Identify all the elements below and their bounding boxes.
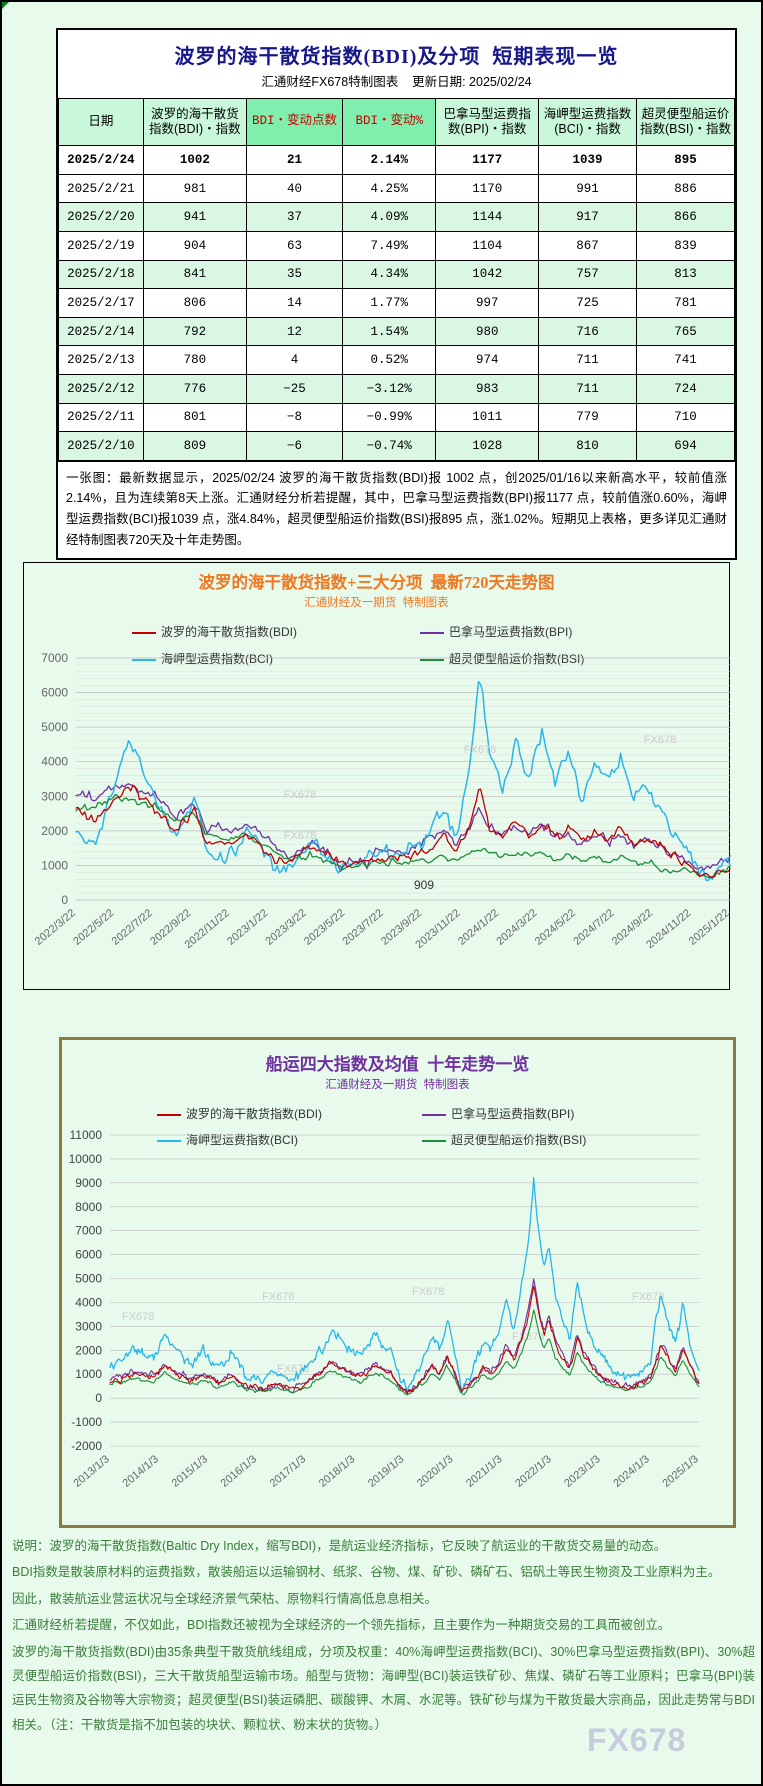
svg-text:7000: 7000 bbox=[75, 1224, 102, 1238]
svg-text:2023/5/22: 2023/5/22 bbox=[302, 907, 347, 948]
svg-text:2020/1/3: 2020/1/3 bbox=[415, 1453, 456, 1490]
svg-text:2024/7/22: 2024/7/22 bbox=[571, 907, 616, 948]
svg-text:3000: 3000 bbox=[41, 789, 68, 803]
svg-text:2022/1/3: 2022/1/3 bbox=[513, 1453, 554, 1490]
svg-text:FX678: FX678 bbox=[284, 830, 316, 842]
svg-text:3000: 3000 bbox=[75, 1319, 102, 1333]
svg-text:2017/1/3: 2017/1/3 bbox=[268, 1453, 309, 1490]
svg-text:2022/5/22: 2022/5/22 bbox=[71, 907, 116, 948]
svg-text:7000: 7000 bbox=[41, 651, 68, 665]
svg-text:2015/1/3: 2015/1/3 bbox=[170, 1453, 211, 1490]
svg-text:FX678: FX678 bbox=[262, 1291, 294, 1303]
svg-text:2018/1/3: 2018/1/3 bbox=[317, 1453, 358, 1490]
svg-text:4000: 4000 bbox=[75, 1296, 102, 1310]
svg-text:2023/3/22: 2023/3/22 bbox=[264, 907, 309, 948]
svg-text:909: 909 bbox=[414, 878, 434, 892]
svg-text:2023/1/22: 2023/1/22 bbox=[225, 907, 270, 948]
svg-text:FX678: FX678 bbox=[122, 1311, 154, 1323]
svg-text:1000: 1000 bbox=[75, 1367, 102, 1381]
svg-text:10000: 10000 bbox=[69, 1152, 103, 1166]
svg-text:2023/7/22: 2023/7/22 bbox=[341, 907, 386, 948]
svg-text:1000: 1000 bbox=[41, 858, 68, 872]
svg-text:FX678: FX678 bbox=[644, 734, 676, 746]
svg-text:8000: 8000 bbox=[75, 1200, 102, 1214]
svg-text:6000: 6000 bbox=[41, 686, 68, 700]
svg-text:2025/1/22: 2025/1/22 bbox=[687, 907, 732, 948]
svg-text:2021/1/3: 2021/1/3 bbox=[464, 1453, 505, 1490]
svg-text:2024/1/3: 2024/1/3 bbox=[611, 1453, 652, 1490]
svg-text:-2000: -2000 bbox=[71, 1439, 102, 1453]
svg-text:2025/1/3: 2025/1/3 bbox=[660, 1453, 701, 1490]
svg-text:FX678: FX678 bbox=[464, 744, 496, 756]
svg-text:2016/1/3: 2016/1/3 bbox=[219, 1453, 260, 1490]
svg-text:5000: 5000 bbox=[41, 720, 68, 734]
svg-text:FX678: FX678 bbox=[412, 1286, 444, 1298]
svg-text:0: 0 bbox=[61, 893, 68, 907]
svg-text:9000: 9000 bbox=[75, 1176, 102, 1190]
svg-text:11000: 11000 bbox=[70, 1128, 103, 1142]
svg-text:FX678: FX678 bbox=[284, 789, 316, 801]
svg-text:5000: 5000 bbox=[75, 1272, 102, 1286]
svg-text:2000: 2000 bbox=[75, 1343, 102, 1357]
svg-text:2024/3/22: 2024/3/22 bbox=[494, 907, 539, 948]
svg-text:0: 0 bbox=[95, 1391, 102, 1405]
svg-text:4000: 4000 bbox=[41, 755, 68, 769]
svg-text:-1000: -1000 bbox=[71, 1415, 102, 1429]
svg-text:2022/3/22: 2022/3/22 bbox=[33, 907, 78, 948]
svg-text:2013/1/3: 2013/1/3 bbox=[71, 1453, 112, 1490]
svg-text:2022/7/22: 2022/7/22 bbox=[110, 907, 155, 948]
svg-text:2024/1/22: 2024/1/22 bbox=[456, 907, 501, 948]
svg-text:2024/5/22: 2024/5/22 bbox=[533, 907, 578, 948]
svg-text:6000: 6000 bbox=[75, 1248, 102, 1262]
svg-text:2014/1/3: 2014/1/3 bbox=[121, 1453, 162, 1490]
svg-text:2023/1/3: 2023/1/3 bbox=[562, 1453, 603, 1490]
svg-text:2000: 2000 bbox=[41, 824, 68, 838]
svg-text:2019/1/3: 2019/1/3 bbox=[366, 1453, 407, 1490]
